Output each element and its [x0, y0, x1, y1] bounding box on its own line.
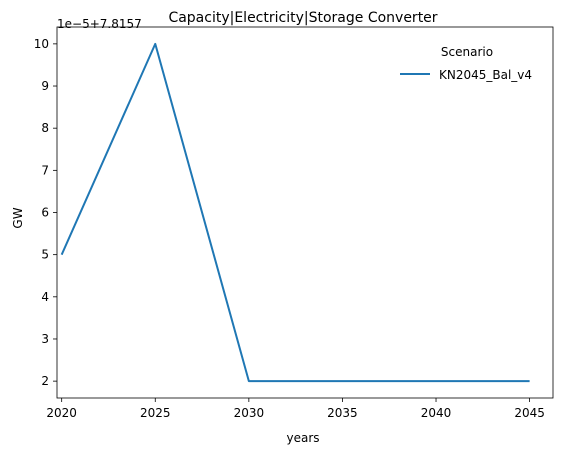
- chart-title: Capacity|Electricity|Storage Converter: [168, 10, 437, 26]
- y-tick-label: 2: [41, 374, 49, 388]
- y-offset-label: 1e−5+7.8157: [57, 17, 142, 31]
- y-tick-label: 6: [41, 206, 49, 220]
- series-layer: [62, 44, 530, 381]
- y-tick-label: 7: [41, 163, 49, 177]
- x-axis-label: years: [286, 431, 319, 445]
- x-tick-label: 2040: [421, 406, 452, 420]
- y-tick-label: 10: [34, 37, 49, 51]
- legend-entry-label: KN2045_Bal_v4: [439, 68, 532, 82]
- plot-area: [57, 27, 553, 398]
- y-tick-label: 8: [41, 121, 49, 135]
- y-tick-label: 5: [41, 248, 49, 262]
- x-tick-label: 2045: [514, 406, 545, 420]
- x-tick-label: 2025: [140, 406, 171, 420]
- y-axis: 2 3 4 5 6 7 8 9 10: [34, 37, 57, 388]
- x-tick-label: 2020: [46, 406, 77, 420]
- legend-title: Scenario: [441, 45, 493, 59]
- x-tick-label: 2035: [327, 406, 358, 420]
- legend: Scenario KN2045_Bal_v4: [400, 45, 532, 82]
- y-tick-label: 4: [41, 290, 49, 304]
- y-tick-label: 3: [41, 332, 49, 346]
- x-tick-label: 2030: [234, 406, 265, 420]
- x-axis: 2020 2025 2030 2035 2040 2045: [46, 398, 544, 420]
- series-line: [62, 44, 530, 381]
- y-axis-label: GW: [11, 207, 25, 228]
- y-tick-label: 9: [41, 79, 49, 93]
